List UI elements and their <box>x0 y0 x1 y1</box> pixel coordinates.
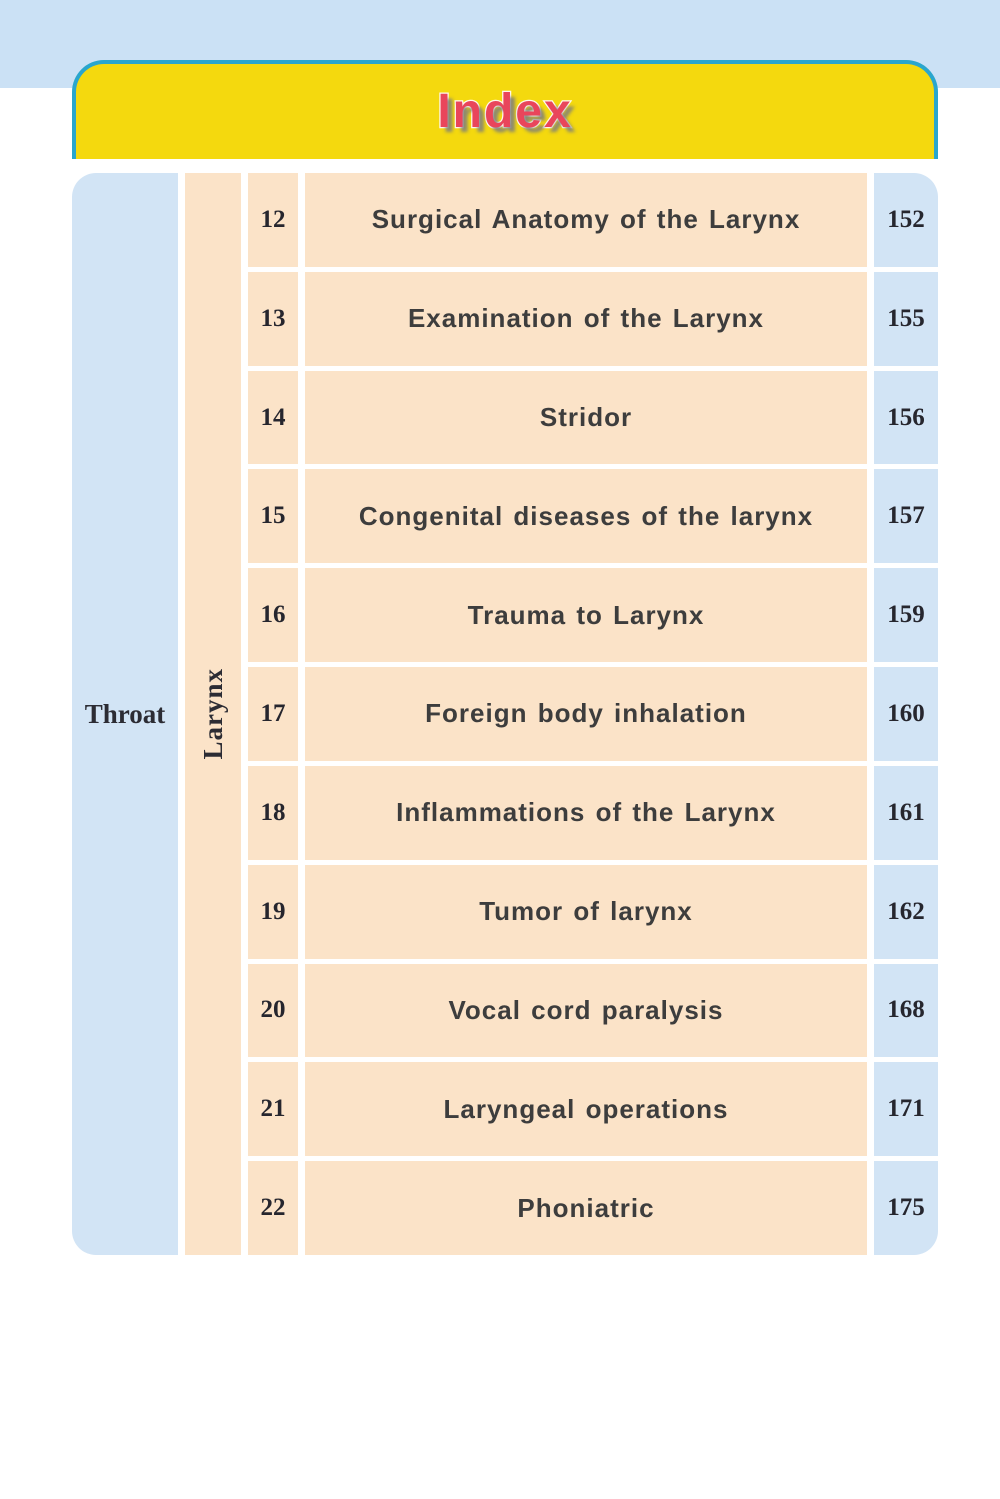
page-number: 157 <box>887 502 925 530</box>
chapter-title: Examination of the Larynx <box>407 303 765 334</box>
chapter-number: 16 <box>260 601 286 629</box>
chapter-number-cell: 12 <box>248 173 298 267</box>
chapter-title-cell: Laryngeal operations <box>305 1062 867 1157</box>
chapter-title-cell: Trauma to Larynx <box>305 568 867 663</box>
chapter-title: Inflammations of the Larynx <box>396 797 776 828</box>
chapter-number: 22 <box>260 1194 286 1222</box>
chapter-title-cell: Surgical Anatomy of the Larynx <box>305 173 867 267</box>
chapter-number-cell: 20 <box>248 963 298 1058</box>
page-number: 160 <box>887 699 925 727</box>
page-number: 155 <box>887 304 925 332</box>
chapter-number-cell: 13 <box>248 271 298 366</box>
chapter-title-cell: Vocal cord paralysis <box>305 963 867 1058</box>
chapter-title: Phoniatric <box>517 1192 655 1223</box>
chapter-title-cell: Tumor of larynx <box>305 864 867 959</box>
chapter-title: Congenital diseases of the larynx <box>358 500 814 531</box>
index-title: Index <box>436 84 573 140</box>
page-number-cell: 155 <box>874 271 938 366</box>
chapter-title: Vocal cord paralysis <box>448 994 724 1025</box>
page-number-cell: 175 <box>874 1161 938 1255</box>
page-number: 162 <box>887 897 925 925</box>
page-number: 161 <box>887 798 925 826</box>
chapter-title-cell: Congenital diseases of the larynx <box>305 469 867 564</box>
chapter-title: Trauma to Larynx <box>467 599 705 630</box>
chapter-number: 17 <box>260 699 286 727</box>
chapter-number-cell: 17 <box>248 667 298 761</box>
chapter-title: Stridor <box>539 402 633 433</box>
chapter-title: Foreign body inhalation <box>425 698 747 729</box>
chapter-title: Surgical Anatomy of the Larynx <box>371 204 801 235</box>
subsection-cell-larynx: Larynx <box>185 173 241 1255</box>
chapter-number-cell: 18 <box>248 765 298 860</box>
chapter-number-cell: 21 <box>248 1062 298 1157</box>
chapter-title-cell: Foreign body inhalation <box>305 667 867 761</box>
page-number-cell: 160 <box>874 667 938 761</box>
page-number-cell: 168 <box>874 963 938 1058</box>
chapter-number: 19 <box>260 897 286 925</box>
page-number: 152 <box>887 205 925 233</box>
subsection-label: Larynx <box>197 668 228 760</box>
chapter-number-cell: 22 <box>248 1161 298 1255</box>
page-number: 175 <box>887 1194 925 1222</box>
chapter-title-cell: Phoniatric <box>305 1161 867 1255</box>
chapter-number-cell: 14 <box>248 370 298 465</box>
chapter-number: 14 <box>260 403 286 431</box>
chapter-title-cell: Stridor <box>305 370 867 465</box>
page-number: 171 <box>887 1095 925 1123</box>
index-banner: Index <box>72 60 938 159</box>
page-number: 168 <box>887 996 925 1024</box>
chapter-title-cell: Inflammations of the Larynx <box>305 765 867 860</box>
chapter-title: Tumor of larynx <box>479 896 693 927</box>
chapter-number: 15 <box>260 502 286 530</box>
section-cell-throat: Throat <box>72 173 178 1255</box>
page-number-cell: 157 <box>874 469 938 564</box>
chapter-number-cell: 15 <box>248 469 298 564</box>
index-table: Throat Larynx 12 Surgical Anatomy of the… <box>72 173 938 1255</box>
chapter-title-cell: Examination of the Larynx <box>305 271 867 366</box>
chapter-number: 18 <box>260 798 286 826</box>
page-number-cell: 162 <box>874 864 938 959</box>
page-number-cell: 171 <box>874 1062 938 1157</box>
chapter-number: 13 <box>260 304 286 332</box>
chapter-number: 12 <box>260 205 286 233</box>
chapter-number-cell: 16 <box>248 568 298 663</box>
chapter-number-cell: 19 <box>248 864 298 959</box>
chapter-number: 20 <box>260 996 286 1024</box>
section-label: Throat <box>84 698 166 729</box>
page-number-cell: 159 <box>874 568 938 663</box>
chapter-number: 21 <box>260 1095 286 1123</box>
page-number: 156 <box>887 403 925 431</box>
chapter-title: Laryngeal operations <box>443 1093 729 1124</box>
page-number-cell: 156 <box>874 370 938 465</box>
page-number-cell: 152 <box>874 173 938 267</box>
page-number-cell: 161 <box>874 765 938 860</box>
page-number: 159 <box>887 601 925 629</box>
